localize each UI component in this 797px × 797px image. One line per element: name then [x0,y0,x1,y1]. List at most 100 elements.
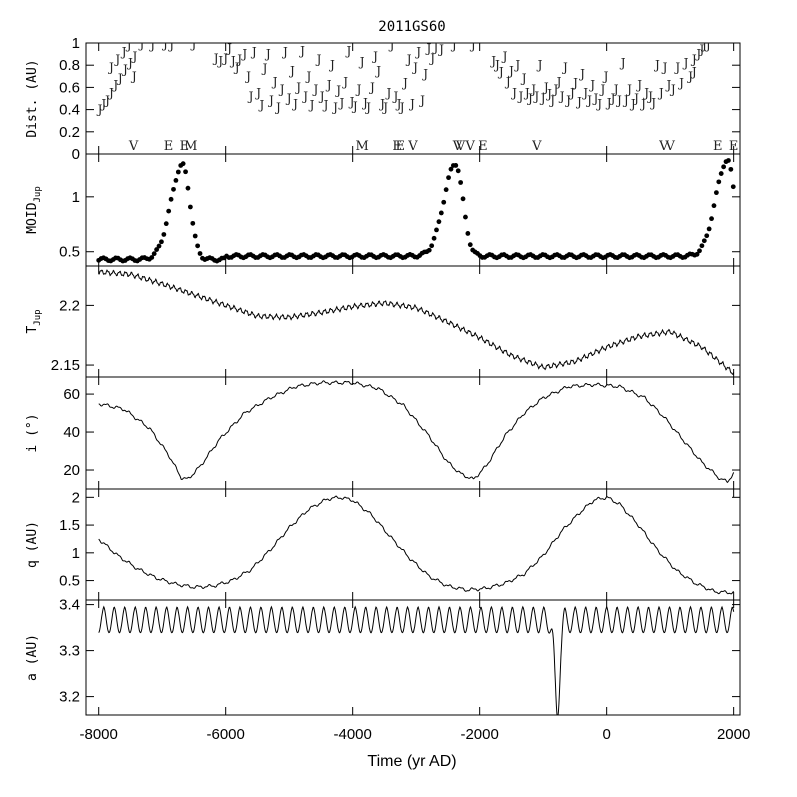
series-line-a [98,605,735,715]
panel-a: 3.2 3.3 3.4 a (AU) [25,597,741,716]
j-marker: J [682,56,689,70]
j-marker: J [649,96,656,110]
moid-point [443,187,449,193]
moid-point [455,168,461,174]
moid-point [453,163,459,168]
y-tick-label-moid: 0.5 [59,244,80,261]
moid-point [156,243,162,249]
j-marker: J [113,53,120,67]
j-marker: J [116,72,123,86]
plot-area-a [98,605,735,715]
j-marker: J [361,96,368,110]
j-marker: J [401,76,408,90]
x-axis-label: Time (yr AD) [367,753,456,770]
moid-point [171,186,176,192]
j-marker: J [120,45,127,59]
j-marker: J [315,53,322,67]
panel-tjup: 2.15 2.2 TJup [25,265,741,378]
j-marker: J [221,52,228,66]
j-marker: J [167,38,174,52]
moid-point [446,175,451,181]
j-marker: J [677,76,684,90]
event-marker-V: V [531,139,542,154]
j-marker: J [126,56,133,70]
j-marker: J [555,75,562,89]
j-marker: J [669,83,676,97]
j-marker: J [523,86,530,100]
y-tick-label-inc: 60 [63,386,80,403]
j-marker: J [328,58,335,72]
j-marker: J [267,94,274,108]
y-tick-label-dist: 0.6 [59,79,80,96]
j-marker: J [571,76,578,90]
moid-point [694,251,700,257]
j-marker: J [704,38,711,52]
j-marker: J [507,64,514,78]
j-marker: J [378,97,385,111]
j-marker: J [229,54,236,68]
j-marker: J [504,75,511,89]
j-marker: J [609,92,616,106]
j-marker: J [526,92,533,106]
moid-point [711,203,717,209]
j-marker: J [625,83,632,97]
j-marker: J [130,49,137,63]
j-marker: J [405,53,412,67]
moid-point [183,169,188,175]
moid-point [721,164,727,170]
j-marker: J [411,60,418,74]
event-marker-E: E [713,139,723,154]
event-marker-E: E [180,139,190,154]
j-marker: J [673,60,680,74]
moid-point [187,204,193,210]
j-marker: J [130,69,137,83]
j-marker: J [368,80,375,94]
moid-point [726,158,731,163]
moid-point [728,166,734,172]
moid-point [463,214,468,220]
plot-area-inc [98,380,735,484]
j-marker: J [294,80,301,94]
j-marker: J [408,97,415,111]
j-marker: J [657,86,664,100]
moid-point [709,216,714,222]
y-tick-label-dist: 0 [72,146,80,163]
event-marker-V: V [664,139,675,154]
j-marker: J [646,89,653,103]
panel-frame-a [85,599,741,716]
j-marker: J [285,92,292,106]
j-marker: J [374,64,381,78]
y-tick-label-moid: 1 [72,189,80,206]
moid-point [706,226,712,232]
moid-point [441,199,447,205]
panel-frame-q [85,488,741,601]
j-marker: J [278,83,285,97]
j-marker: J [602,69,609,83]
j-marker: J [513,58,520,72]
moid-point [175,169,181,175]
moid-point [730,184,736,190]
moid-point [699,243,705,249]
j-marker: J [233,60,240,74]
j-marker: J [288,64,295,78]
j-marker: J [388,38,395,52]
x-tick-label: 2000 [717,726,750,743]
j-marker: J [235,53,242,67]
j-marker: J [311,83,318,97]
event-marker-V: V [452,139,463,154]
j-marker: J [331,100,338,114]
moid-point [460,196,466,202]
j-marker: J [542,80,549,94]
j-marker: J [536,58,543,72]
j-marker: J [364,100,371,114]
moid-point [195,243,201,249]
event-marker-E: E [396,139,406,154]
j-marker: J [344,44,351,58]
j-marker: J [548,94,555,108]
moid-point [448,166,454,172]
j-marker: J [414,45,421,59]
j-marker: J [564,94,571,108]
j-marker: J [428,52,435,66]
j-marker: J [545,87,552,101]
